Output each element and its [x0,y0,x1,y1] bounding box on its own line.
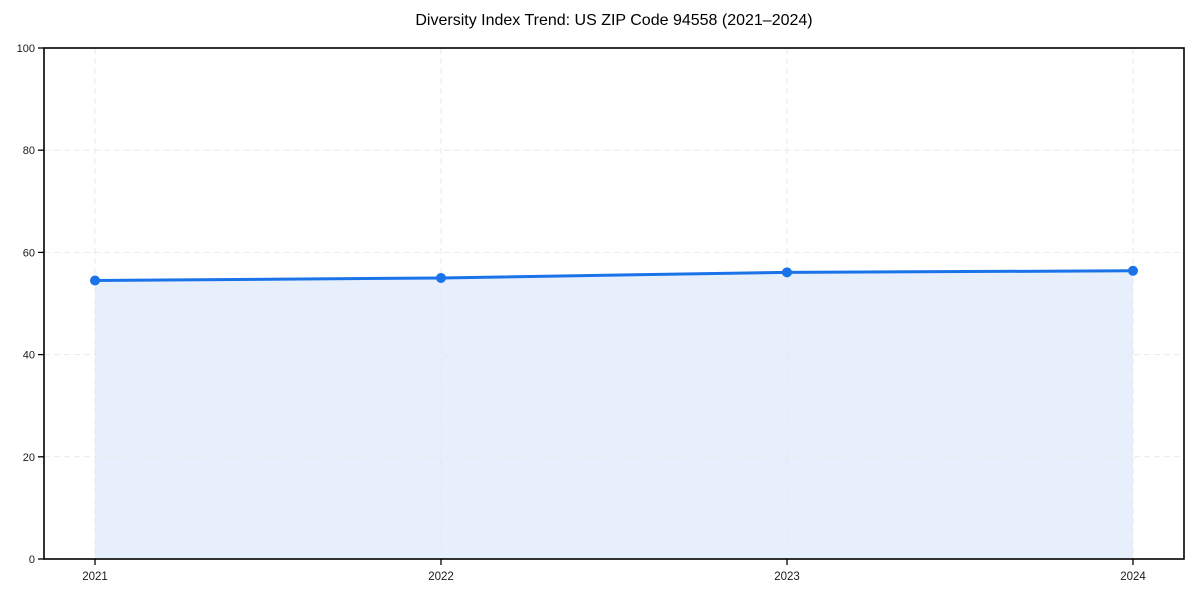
data-point [782,267,792,278]
data-point [1128,265,1138,276]
area-fill [95,270,1133,559]
chart-title: Diversity Index Trend: US ZIP Code 94558… [415,12,813,29]
y-tick-label: 0 [29,554,35,566]
x-tick-label: 2021 [82,571,108,583]
x-tick-label: 2024 [1120,571,1146,583]
y-tick-label: 40 [23,350,35,362]
data-point [436,272,446,283]
y-tick-label: 100 [17,43,35,55]
trend-line [93,269,1135,283]
x-tick-label: 2023 [774,571,800,583]
y-tick-label: 80 [23,145,35,157]
y-tick-label: 60 [23,247,35,259]
data-point [90,275,100,286]
x-tick-label: 2022 [428,571,454,583]
y-tick-label: 20 [23,452,35,464]
plot-border [43,47,1185,560]
